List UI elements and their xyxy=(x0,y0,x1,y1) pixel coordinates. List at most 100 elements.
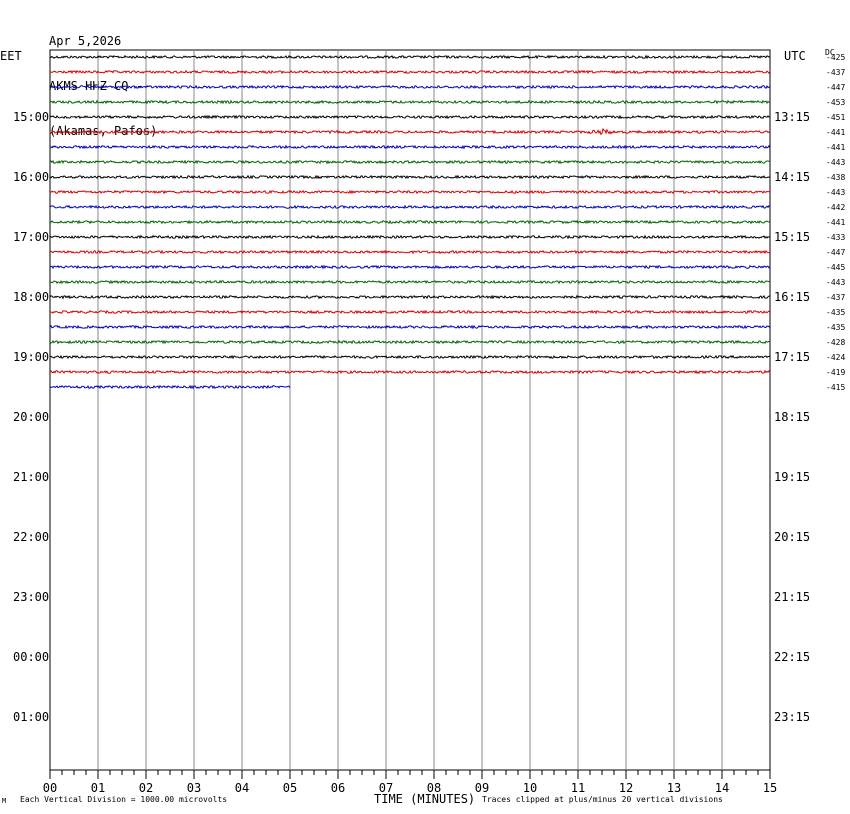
dc-offset-label: -441 xyxy=(826,128,845,137)
x-tick-label: 14 xyxy=(715,781,729,795)
trace-20 xyxy=(49,339,771,345)
x-tick-label: 04 xyxy=(235,781,249,795)
dc-offset-label: -425 xyxy=(826,53,845,62)
right-hour-label: 15:15 xyxy=(774,230,810,244)
x-tick-label: 08 xyxy=(427,781,441,795)
left-hour-label: 01:00 xyxy=(13,710,49,724)
left-hour-label: 20:00 xyxy=(13,410,49,424)
x-tick-label: 03 xyxy=(187,781,201,795)
trace-19 xyxy=(49,324,771,330)
x-tick-label: 15 xyxy=(763,781,777,795)
right-hour-label: 18:15 xyxy=(774,410,810,424)
trace-14 xyxy=(49,249,771,255)
trace-2 xyxy=(50,69,771,75)
right-hour-label: 14:15 xyxy=(774,170,810,184)
dc-offset-label: -442 xyxy=(826,203,845,212)
trace-5 xyxy=(49,114,771,120)
right-hour-label: 22:15 xyxy=(774,650,810,664)
left-hour-labels: 15:00 16:00 17:00 18:00 19:00 20:00 21:00 22:00… xyxy=(13,110,49,724)
left-timezone-label: EET xyxy=(0,49,22,63)
trace-3 xyxy=(49,84,771,90)
header-date: Apr 5,2026 xyxy=(49,34,122,48)
left-hour-label: 21:00 xyxy=(13,470,49,484)
trace-18 xyxy=(49,309,771,315)
plot-frame xyxy=(49,49,771,771)
x-tick-label: 07 xyxy=(379,781,393,795)
footer-mark: M xyxy=(2,797,7,805)
dc-offset-label: -447 xyxy=(826,248,845,257)
x-tick-label: 13 xyxy=(667,781,681,795)
seismic-traces xyxy=(49,54,771,390)
right-hour-label: 19:15 xyxy=(774,470,810,484)
trace-6 xyxy=(49,127,771,136)
dc-offset-label: -415 xyxy=(826,383,845,392)
trace-8 xyxy=(49,159,771,165)
dc-offset-label: -437 xyxy=(826,68,845,77)
footer-clip-note: Traces clipped at plus/minus 20 vertical… xyxy=(482,795,723,804)
dc-offset-label: -435 xyxy=(826,308,845,317)
dc-offset-label: -443 xyxy=(826,188,845,197)
trace-4 xyxy=(49,99,771,105)
x-tick-label: 00 xyxy=(43,781,57,795)
trace-13 xyxy=(49,234,771,240)
dc-offset-label: -428 xyxy=(826,338,845,347)
left-hour-label: 19:00 xyxy=(13,350,49,364)
dc-offset-header: DC xyxy=(825,48,835,57)
dc-offset-label: -437 xyxy=(826,293,845,302)
dc-offset-label: -447 xyxy=(826,83,845,92)
header-block: Apr 5,2026 AKMS HHZ CQ -- (Akamas, Pafos… xyxy=(49,4,157,154)
left-hour-label: 18:00 xyxy=(13,290,49,304)
x-tick-label: 06 xyxy=(331,781,345,795)
right-timezone-label: UTC xyxy=(784,49,806,63)
trace-11 xyxy=(49,204,771,210)
trace-1 xyxy=(49,54,771,60)
x-tick-label: 12 xyxy=(619,781,633,795)
trace-17 xyxy=(49,294,771,300)
dc-offset-label: -445 xyxy=(826,263,845,272)
right-hour-label: 23:15 xyxy=(774,710,810,724)
left-hour-label: 17:00 xyxy=(13,230,49,244)
dc-offset-label: -433 xyxy=(826,233,845,242)
trace-9 xyxy=(49,174,771,180)
x-tick-label: 02 xyxy=(139,781,153,795)
dc-offset-label: -453 xyxy=(826,98,845,107)
trace-12 xyxy=(49,219,771,225)
right-hour-label: 17:15 xyxy=(774,350,810,364)
dc-offset-label: -441 xyxy=(826,218,845,227)
dc-offset-labels: -425 -437 -447 -453 -451 -441 -441 -443 -438 -443… xyxy=(826,53,845,392)
trace-23 xyxy=(49,384,291,390)
left-hour-label: 00:00 xyxy=(13,650,49,664)
x-tick-label: 01 xyxy=(91,781,105,795)
dc-offset-label: -441 xyxy=(826,143,845,152)
right-hour-label: 16:15 xyxy=(774,290,810,304)
x-tick-label: 10 xyxy=(523,781,537,795)
dc-offset-label: -438 xyxy=(826,173,845,182)
right-hour-label: 21:15 xyxy=(774,590,810,604)
x-tick-label: 09 xyxy=(475,781,489,795)
trace-16 xyxy=(50,279,771,285)
dc-offset-label: -443 xyxy=(826,158,845,167)
left-hour-label: 22:00 xyxy=(13,530,49,544)
header-station: AKMS HHZ CQ -- xyxy=(49,79,151,93)
trace-7 xyxy=(49,144,771,150)
x-axis: 00 01 02 03 04 05 06 07 08 09 10 11 12 13 14 15 xyxy=(43,770,777,795)
dc-offset-label: -424 xyxy=(826,353,845,362)
footer-scale-note: Each Vertical Division = 1000.00 microvo… xyxy=(20,795,228,804)
dc-offset-label: -419 xyxy=(826,368,845,377)
dc-offset-label: -443 xyxy=(826,278,845,287)
trace-21 xyxy=(49,354,771,360)
dc-offset-label: -435 xyxy=(826,323,845,332)
dc-offset-label: -451 xyxy=(826,113,845,122)
left-hour-label: 15:00 xyxy=(13,110,49,124)
right-hour-label: 13:15 xyxy=(774,110,810,124)
right-hour-label: 20:15 xyxy=(774,530,810,544)
minute-grid xyxy=(49,49,771,771)
trace-10 xyxy=(49,189,771,195)
trace-22 xyxy=(49,369,771,375)
trace-15 xyxy=(49,264,771,270)
left-hour-label: 23:00 xyxy=(13,590,49,604)
x-axis-title: TIME (MINUTES) xyxy=(374,792,476,806)
right-hour-labels: 13:15 14:15 15:15 16:15 17:15 18:15 19:15 20:15… xyxy=(774,110,810,724)
x-tick-label: 11 xyxy=(571,781,585,795)
